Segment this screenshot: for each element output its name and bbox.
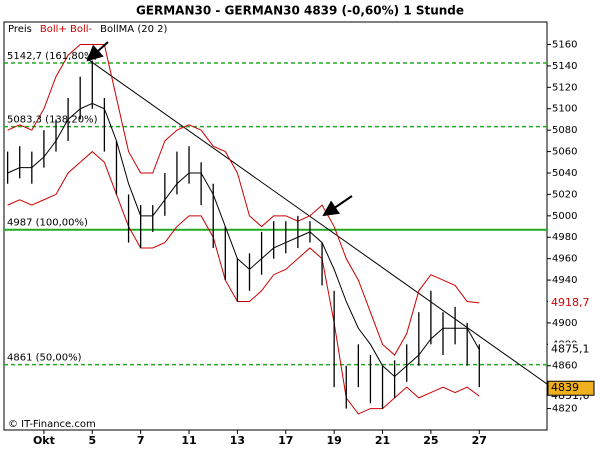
y-tick-label: 5020 bbox=[552, 189, 577, 200]
y-tick-label: 5000 bbox=[552, 211, 577, 222]
y-tick-label: 5060 bbox=[552, 147, 577, 158]
price-marker-box bbox=[548, 295, 594, 310]
band-line bbox=[7, 150, 480, 415]
y-tick-label: 4940 bbox=[552, 275, 577, 286]
plot-frame bbox=[3, 21, 548, 431]
x-tick-label: 13 bbox=[230, 434, 245, 447]
y-tick-label: 4900 bbox=[552, 318, 577, 329]
y-tick-label: 5120 bbox=[552, 82, 577, 93]
price-marker-label: 4839 bbox=[551, 381, 579, 394]
fib-label: 5142,7 (161,80%) bbox=[7, 51, 98, 62]
band-line bbox=[7, 43, 480, 356]
arrow bbox=[322, 195, 353, 217]
y-tick-label: 4980 bbox=[552, 232, 577, 243]
fib-label: 5083,3 (138,20%) bbox=[7, 115, 98, 126]
x-tick-label: 17 bbox=[278, 434, 293, 447]
y-tick-label: 5040 bbox=[552, 168, 577, 179]
x-tick-label: 27 bbox=[472, 434, 487, 447]
copyright: © IT-Finance.com bbox=[8, 419, 96, 430]
x-tick-label: 19 bbox=[326, 434, 341, 447]
price-marker-box bbox=[547, 380, 595, 396]
fib-label: 4861 (50,00%) bbox=[7, 353, 82, 364]
legend-entry: Preis bbox=[8, 24, 32, 35]
arrow bbox=[86, 41, 109, 62]
x-tick-label: Okt bbox=[33, 434, 55, 447]
legend-entry: Boll+ Boll- bbox=[40, 24, 93, 35]
y-tick-label: 5140 bbox=[552, 61, 577, 72]
y-tick-label: 5080 bbox=[552, 125, 577, 136]
y-tick-label: 4820 bbox=[552, 404, 577, 415]
x-tick-label: 5 bbox=[88, 434, 96, 447]
band-line bbox=[7, 102, 480, 378]
y-tick-label: 4960 bbox=[552, 254, 577, 265]
x-tick-label: 11 bbox=[181, 434, 196, 447]
price-marker-box bbox=[548, 342, 594, 357]
price-marker-label: 4918,7 bbox=[551, 296, 590, 309]
y-tick-label: 5100 bbox=[552, 104, 577, 115]
plot-layer bbox=[4, 43, 547, 415]
x-tick-label: 25 bbox=[423, 434, 438, 447]
chart-title: GERMAN30 - GERMAN30 4839 (-0,60%) 1 Stun… bbox=[136, 4, 464, 18]
fib-label: 4987 (100,00%) bbox=[7, 218, 88, 229]
price-marker-label: 4875,1 bbox=[551, 343, 590, 356]
y-tick-label: 5160 bbox=[552, 39, 577, 50]
legend-entry: BollMA (20 2) bbox=[100, 24, 167, 35]
x-tick-label: 7 bbox=[137, 434, 145, 447]
trendline bbox=[84, 56, 547, 385]
x-tick-label: 21 bbox=[375, 434, 390, 447]
y-tick-label: 4860 bbox=[552, 361, 577, 372]
